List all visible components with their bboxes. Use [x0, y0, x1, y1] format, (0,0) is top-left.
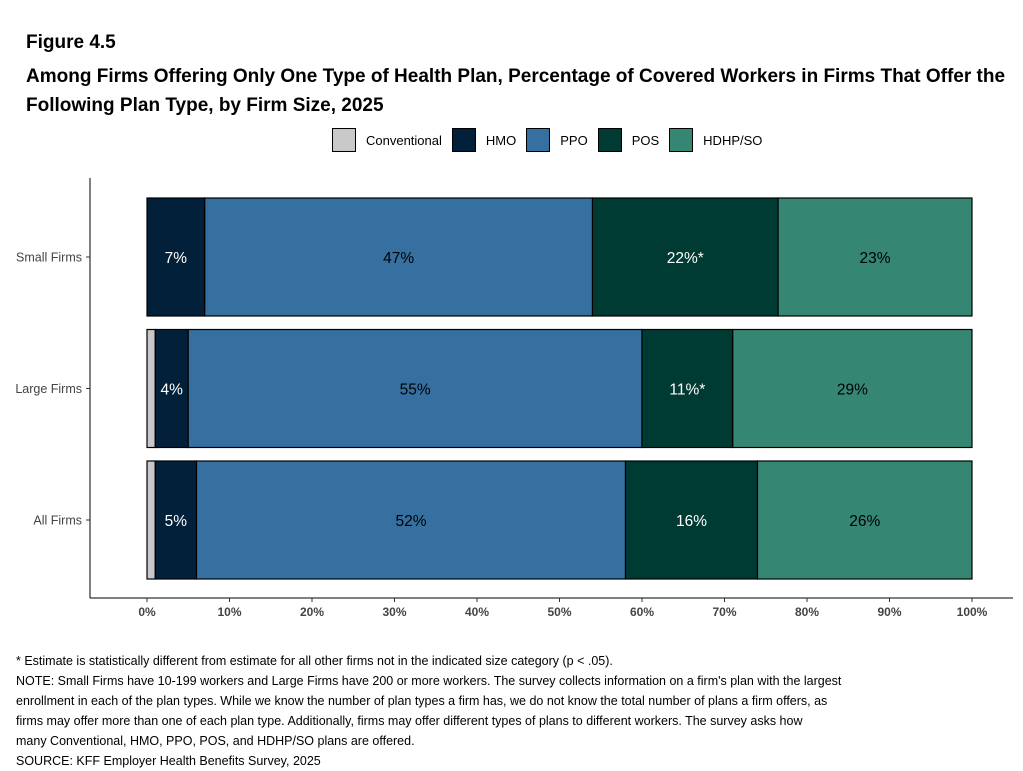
note-line-4: many Conventional, HMO, PPO, POS, and HD… [16, 734, 415, 748]
bar-all-firms-conventional [146, 460, 156, 580]
bar-all-firms-pos [624, 460, 759, 580]
bar-large-firms-hdhp-so [732, 328, 973, 449]
data-label-all-firms-ppo: 52% [395, 513, 426, 530]
bar-large-firms-hmo [154, 328, 189, 449]
legend: Conventional HMO PPO POS HDHP/SO [332, 127, 772, 153]
x-tick-label-20: 20% [300, 605, 324, 619]
data-label-small-firms-ppo: 47% [383, 250, 414, 267]
data-label-large-firms-hmo: 4% [161, 382, 184, 399]
note-significance: * Estimate is statistically different fr… [16, 654, 613, 668]
legend-swatch-conventional [332, 128, 356, 152]
bar-large-firms-pos [641, 328, 734, 449]
data-label-large-firms-ppo: 55% [400, 382, 431, 399]
bar-all-firms-hmo [154, 460, 198, 580]
stacked-bar-chart: 7% 47% 22%* 23% Small Firms 4% 55% 11%* 29% Large… [15, 178, 1013, 619]
bar-small-firms-hdhp-so [777, 197, 973, 317]
note-line-3: firms may offer more than one of each pl… [16, 714, 803, 728]
data-label-large-firms-hdhp-so: 29% [837, 382, 868, 399]
bar-all-firms-hdhp-so [756, 460, 973, 580]
x-tick-label-90: 90% [877, 605, 901, 619]
figure-number: Figure 4.5 [26, 32, 116, 53]
legend-label-hdhp-so: HDHP/SO [703, 132, 763, 148]
data-label-small-firms-hdhp-so: 23% [860, 250, 891, 267]
x-tick-label-60: 60% [630, 605, 654, 619]
x-tick-label-40: 40% [465, 605, 489, 619]
legend-swatch-pos [597, 128, 622, 152]
x-tick-label-10: 10% [217, 605, 241, 619]
legend-swatch-ppo [526, 128, 551, 152]
note-line-2: enrollment in each of the plan types. Wh… [16, 694, 828, 708]
legend-label-conventional: Conventional [366, 132, 442, 148]
notes: * Estimate is statistically different fr… [16, 651, 1006, 771]
bar-small-firms-ppo [204, 197, 594, 317]
legend-swatch-hmo [451, 128, 476, 152]
x-tick-label-0: 0% [138, 605, 156, 619]
data-label-large-firms-pos: 11%* [669, 382, 705, 399]
x-tick-label-80: 80% [795, 605, 819, 619]
y-tick-label-small-firms: Small Firms [16, 251, 82, 265]
legend-item-hdhp-so: HDHP/SO [669, 128, 762, 152]
legend-item-conventional: Conventional [332, 128, 442, 152]
x-tick-label-70: 70% [712, 605, 736, 619]
data-label-small-firms-hmo: 7% [165, 250, 188, 267]
data-label-all-firms-pos: 16% [676, 513, 707, 530]
data-label-all-firms-hdhp-so: 26% [849, 513, 880, 530]
data-label-all-firms-hmo: 5% [165, 513, 188, 530]
bar-large-firms-ppo [187, 328, 643, 449]
x-tick-label-100: 100% [957, 605, 988, 619]
bar-all-firms-ppo [195, 460, 627, 580]
bar-small-firms-hmo [146, 197, 206, 317]
legend-item-hmo: HMO [451, 128, 517, 152]
y-tick-label-large-firms: Large Firms [15, 382, 82, 396]
legend-label-ppo: PPO [560, 132, 588, 148]
data-label-small-firms-pos: 22%* [667, 250, 704, 267]
note-line-1: NOTE: Small Firms have 10-199 workers an… [16, 674, 842, 688]
legend-label-pos: POS [631, 132, 660, 148]
chart-title: Among Firms Offering Only One Type of He… [26, 66, 1006, 116]
bar-small-firms-pos [591, 197, 779, 317]
x-tick-label-30: 30% [382, 605, 406, 619]
legend-item-ppo: PPO [526, 128, 588, 152]
y-tick-label-all-firms: All Firms [33, 514, 82, 528]
legend-item-pos: POS [597, 128, 660, 152]
x-tick-label-50: 50% [547, 605, 571, 619]
legend-swatch-hdhp-so [669, 128, 694, 152]
source: SOURCE: KFF Employer Health Benefits Sur… [16, 754, 321, 768]
bar-large-firms-conventional [146, 328, 156, 449]
legend-label-hmo: HMO [485, 132, 517, 148]
